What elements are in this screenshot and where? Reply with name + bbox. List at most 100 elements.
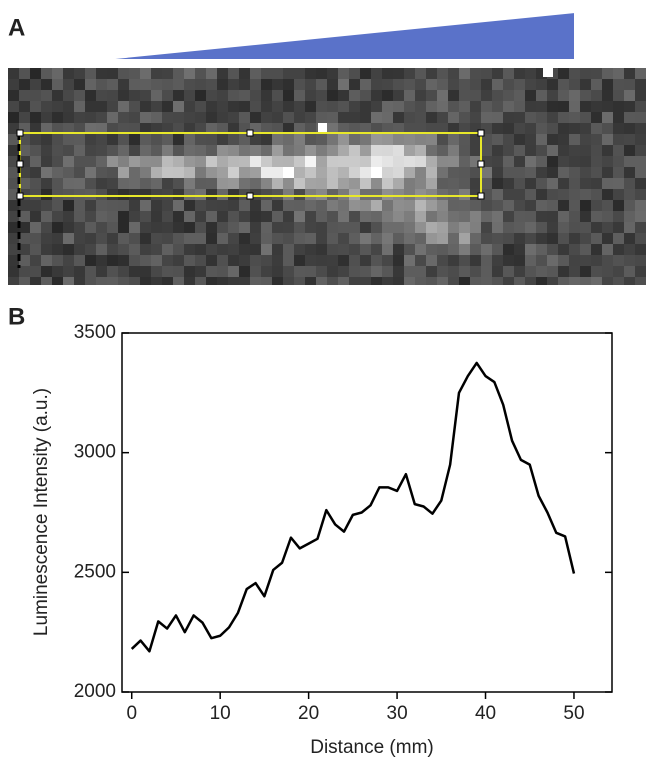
pixel	[591, 68, 602, 79]
pixel	[536, 134, 547, 145]
pixel	[602, 68, 613, 79]
pixel	[118, 244, 129, 255]
pixel	[195, 211, 206, 222]
pixel	[624, 277, 635, 285]
pixel	[525, 244, 536, 255]
pixel	[503, 222, 514, 233]
pixel	[8, 156, 19, 167]
pixel	[558, 211, 569, 222]
pixel	[195, 112, 206, 123]
pixel	[239, 68, 250, 79]
pixel	[74, 266, 85, 277]
pixel	[41, 79, 52, 90]
pixel	[228, 244, 239, 255]
pixel	[305, 79, 316, 90]
pixel	[514, 244, 525, 255]
pixel	[184, 277, 195, 285]
pixel	[162, 189, 173, 200]
pixel	[338, 68, 349, 79]
pixel	[217, 101, 228, 112]
pixel	[85, 167, 96, 178]
pixel	[393, 233, 404, 244]
pixel	[63, 112, 74, 123]
pixel	[184, 167, 195, 178]
pixel	[503, 178, 514, 189]
pixel	[613, 90, 624, 101]
pixel	[206, 277, 217, 285]
pixel	[272, 112, 283, 123]
pixel	[195, 244, 206, 255]
data-line	[130, 361, 576, 653]
pixel	[96, 134, 107, 145]
pixel	[118, 233, 129, 244]
pixel	[30, 123, 41, 134]
pixel	[426, 68, 437, 79]
pixel	[129, 101, 140, 112]
pixel	[470, 255, 481, 266]
pixel	[547, 277, 558, 285]
pixel	[624, 79, 635, 90]
pixel	[327, 167, 338, 178]
pixel	[503, 134, 514, 145]
pixel	[448, 200, 459, 211]
pixel	[272, 123, 283, 134]
pixel	[591, 222, 602, 233]
pixel	[624, 156, 635, 167]
pixel	[52, 145, 63, 156]
pixel	[96, 233, 107, 244]
pixel	[30, 255, 41, 266]
pixel	[404, 79, 415, 90]
pixel	[580, 178, 591, 189]
pixel	[481, 167, 492, 178]
pixel	[41, 266, 52, 277]
pixel	[162, 178, 173, 189]
pixel	[426, 277, 437, 285]
pixel	[503, 156, 514, 167]
pixel	[140, 68, 151, 79]
pixel	[624, 134, 635, 145]
pixel	[514, 178, 525, 189]
pixel	[206, 211, 217, 222]
pixel	[635, 134, 646, 145]
pixel	[635, 167, 646, 178]
pixel	[624, 145, 635, 156]
y-tick-label: 3500	[74, 322, 116, 343]
pixel	[437, 90, 448, 101]
pixel	[184, 134, 195, 145]
pixel	[404, 211, 415, 222]
pixel	[63, 79, 74, 90]
pixel	[371, 244, 382, 255]
pixel	[558, 222, 569, 233]
pixel	[437, 123, 448, 134]
pixel	[173, 222, 184, 233]
pixel	[492, 211, 503, 222]
pixel	[393, 200, 404, 211]
pixel	[503, 90, 514, 101]
pixel	[580, 200, 591, 211]
pixel	[151, 68, 162, 79]
pixel	[492, 123, 503, 134]
pixel	[492, 189, 503, 200]
pixel	[635, 90, 646, 101]
pixel	[492, 244, 503, 255]
pixel	[74, 68, 85, 79]
pixel	[52, 178, 63, 189]
pixel	[415, 123, 426, 134]
pixel	[426, 101, 437, 112]
pixel	[470, 167, 481, 178]
pixel	[514, 112, 525, 123]
pixel	[349, 123, 360, 134]
pixel	[151, 79, 162, 90]
pixel	[129, 211, 140, 222]
pixel	[261, 277, 272, 285]
pixel	[294, 255, 305, 266]
pixel	[503, 167, 514, 178]
pixel	[85, 68, 96, 79]
pixel	[393, 156, 404, 167]
pixel	[228, 277, 239, 285]
pixel	[580, 79, 591, 90]
pixel	[41, 101, 52, 112]
pixel	[250, 277, 261, 285]
pixel	[305, 145, 316, 156]
pixel	[459, 189, 470, 200]
